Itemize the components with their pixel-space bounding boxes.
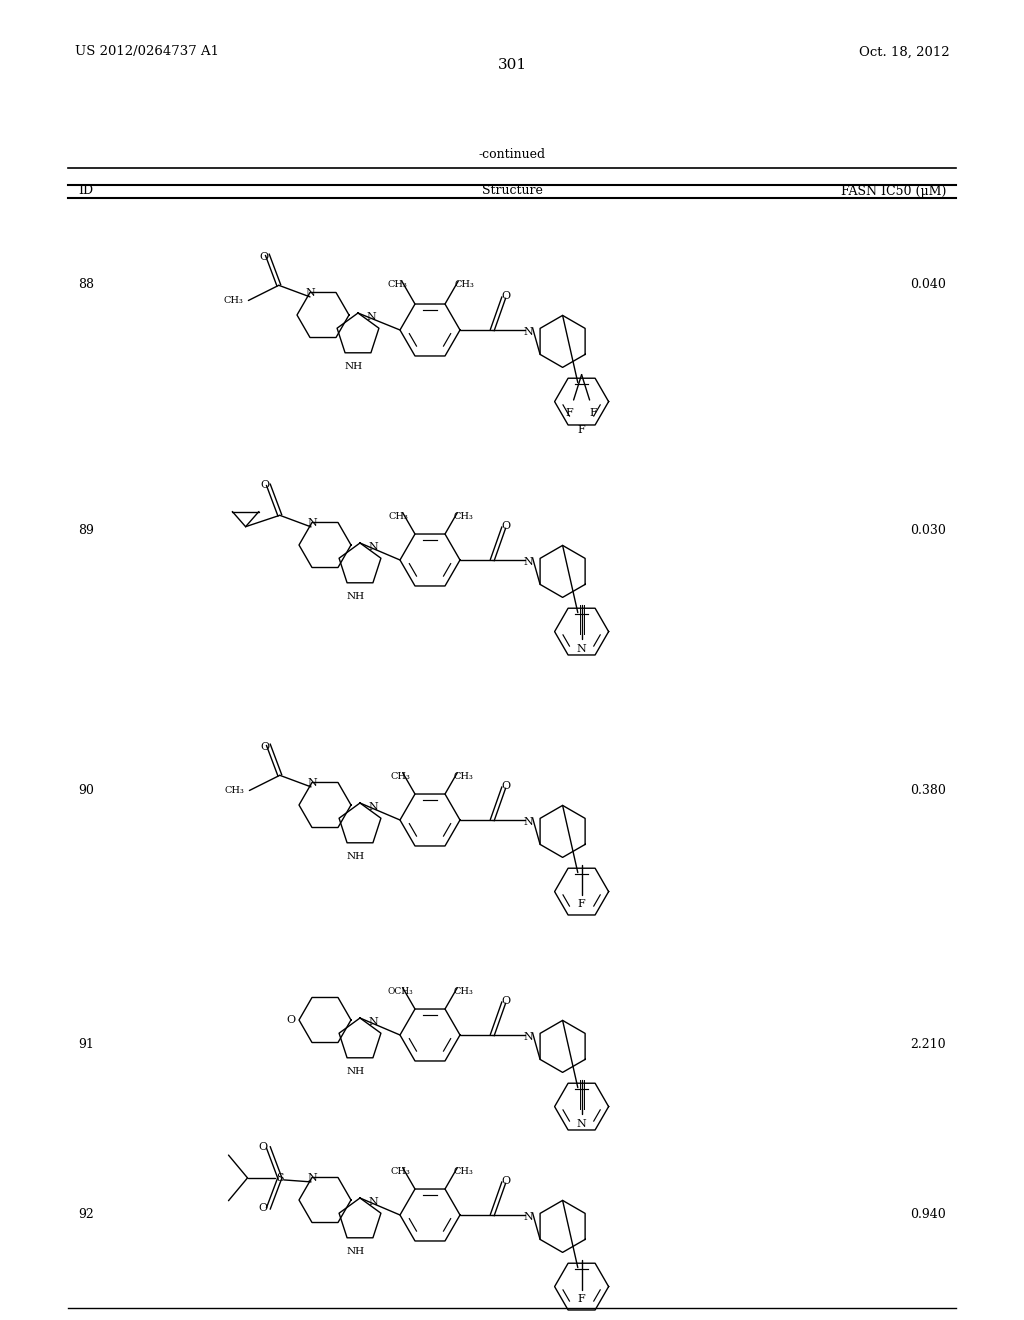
Text: N: N — [523, 817, 534, 828]
Text: 92: 92 — [78, 1209, 94, 1221]
Text: F: F — [578, 425, 586, 436]
Text: N: N — [577, 644, 587, 653]
Text: F: F — [578, 899, 586, 909]
Text: O: O — [501, 780, 510, 791]
Text: 89: 89 — [78, 524, 94, 536]
Text: O: O — [259, 1143, 268, 1152]
Text: 301: 301 — [498, 58, 526, 73]
Text: 0.380: 0.380 — [910, 784, 946, 796]
Text: N: N — [369, 543, 378, 552]
Text: 0.940: 0.940 — [910, 1209, 946, 1221]
Text: Structure: Structure — [481, 185, 543, 198]
Text: O: O — [260, 252, 269, 261]
Text: CH₃: CH₃ — [391, 1167, 411, 1176]
Text: CH₃: CH₃ — [454, 1167, 473, 1176]
Text: OCH₃: OCH₃ — [388, 987, 414, 997]
Text: N: N — [369, 803, 378, 812]
Text: 2.210: 2.210 — [910, 1039, 946, 1052]
Text: N: N — [307, 1173, 316, 1183]
Text: N: N — [523, 327, 534, 337]
Text: S: S — [276, 1173, 284, 1183]
Text: NH: NH — [346, 1067, 365, 1076]
Text: FASN IC50 (μM): FASN IC50 (μM) — [841, 185, 946, 198]
Text: 0.040: 0.040 — [910, 279, 946, 292]
Text: CH₃: CH₃ — [223, 296, 244, 305]
Text: CH₃: CH₃ — [388, 280, 408, 289]
Text: CH₃: CH₃ — [389, 512, 409, 521]
Text: 91: 91 — [78, 1039, 94, 1052]
Text: O: O — [501, 520, 510, 531]
Text: CH₃: CH₃ — [454, 772, 473, 781]
Text: N: N — [577, 1119, 587, 1129]
Text: N: N — [367, 313, 376, 322]
Text: US 2012/0264737 A1: US 2012/0264737 A1 — [75, 45, 219, 58]
Text: F: F — [578, 1294, 586, 1304]
Text: N: N — [307, 517, 316, 528]
Text: N: N — [523, 1212, 534, 1222]
Text: 0.030: 0.030 — [910, 524, 946, 536]
Text: 88: 88 — [78, 279, 94, 292]
Text: O: O — [261, 742, 270, 752]
Text: O: O — [501, 290, 510, 301]
Text: NH: NH — [346, 591, 365, 601]
Text: O: O — [287, 1015, 296, 1026]
Text: CH₃: CH₃ — [391, 772, 411, 781]
Text: -continued: -continued — [478, 149, 546, 161]
Text: ID: ID — [78, 185, 93, 198]
Text: O: O — [501, 1176, 510, 1185]
Text: N: N — [369, 1018, 378, 1027]
Text: N: N — [523, 557, 534, 568]
Text: NH: NH — [346, 851, 365, 861]
Text: N: N — [523, 1032, 534, 1041]
Text: N: N — [307, 777, 316, 788]
Text: O: O — [261, 480, 270, 490]
Text: F: F — [565, 408, 573, 418]
Text: F: F — [590, 408, 597, 418]
Text: CH₃: CH₃ — [224, 785, 245, 795]
Text: NH: NH — [344, 362, 362, 371]
Text: 90: 90 — [78, 784, 94, 796]
Text: NH: NH — [346, 1247, 365, 1257]
Text: N: N — [369, 1197, 378, 1208]
Text: O: O — [259, 1204, 268, 1213]
Text: N: N — [305, 288, 314, 298]
Text: Oct. 18, 2012: Oct. 18, 2012 — [859, 45, 950, 58]
Text: CH₃: CH₃ — [454, 987, 473, 997]
Text: CH₃: CH₃ — [454, 512, 473, 521]
Text: CH₃: CH₃ — [455, 280, 474, 289]
Text: O: O — [501, 995, 510, 1006]
